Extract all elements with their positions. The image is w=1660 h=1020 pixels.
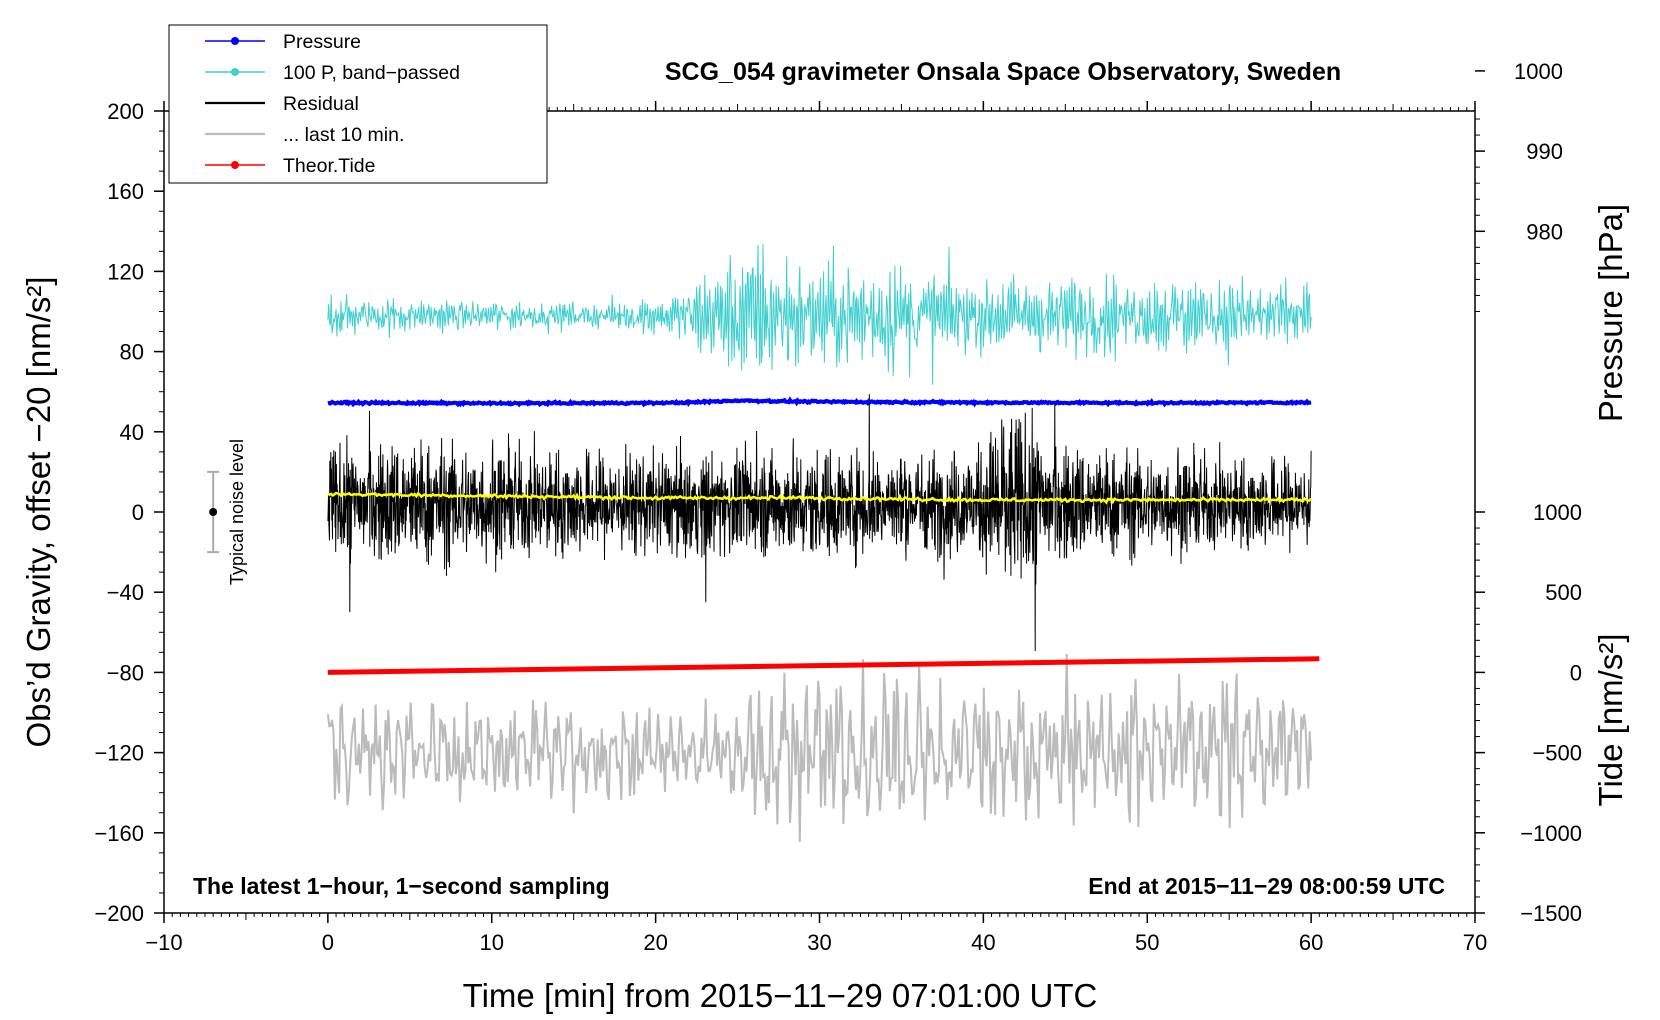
y-tick-label: −80 [107,660,144,685]
tide-tick-label: 0 [1570,660,1582,685]
legend-label: ... last 10 min. [283,124,404,146]
annotation-sampling: The latest 1−hour, 1−second sampling [193,873,610,899]
y-axis-label-tide: Tide [nm/s²] [1592,634,1629,807]
tide-tick-label: −1500 [1520,901,1582,926]
series-layer [326,243,1320,843]
legend-marker [231,68,239,76]
x-tick-label: 50 [1135,930,1159,955]
tide-tick-label: −1000 [1520,821,1582,846]
y-tick-label: 40 [120,420,144,445]
pressure-tick-label: 990 [1526,139,1563,164]
x-axis-label: Time [min] from 2015−11−29 07:01:00 UTC [463,977,1098,1014]
pressure-tick-label: 1000 [1514,59,1563,84]
y-axis-label-left: Obs’d Gravity, offset −20 [nm/s²] [20,276,57,747]
x-tick-label: 60 [1299,930,1323,955]
y-tick-label: 160 [107,179,144,204]
y-tick-label: −120 [94,741,144,766]
legend: Pressure 100 P, band−passed Residual ... la… [168,24,548,184]
series-theoretical-tide [327,656,1320,675]
y-tick-label: 200 [107,99,144,124]
noise-bar: Typical noise level [207,439,247,585]
y-tick-label: 0 [132,500,144,525]
noise-bar-label: Typical noise level [227,439,247,585]
x-tick-label: 30 [807,930,831,955]
x-tick-label: 0 [322,930,334,955]
legend-label: Residual [283,93,359,115]
tide-tick-label: 500 [1545,580,1582,605]
annotation-end-time: End at 2015−11−29 08:00:59 UTC [1088,873,1445,899]
series-gray-trace [326,653,1313,843]
x-tick-label: 20 [643,930,667,955]
legend-marker [231,161,239,169]
pressure-tick-label: 980 [1526,219,1563,244]
pressure-tick-label: 1010 [1514,0,1563,4]
legend-label: 100 P, band−passed [283,62,460,84]
y-tick-label: 120 [107,259,144,284]
x-tick-label: 10 [480,930,504,955]
y-tick-label: 80 [120,340,144,365]
series-pressure [327,396,1312,408]
tide-tick-label: −500 [1532,741,1582,766]
y-tick-label: −200 [94,901,144,926]
noise-bar-dot [209,508,218,516]
series-smoothed [327,491,1312,505]
tide-tick-label: 1000 [1533,500,1582,525]
x-tick-label: 40 [971,930,995,955]
series-band-passed-pressure [327,243,1312,385]
y-axis-label-pressure: Pressure [hPa] [1592,204,1629,422]
legend-label: Theor.Tide [283,155,376,177]
series-residual [327,394,1312,652]
legend-label: Pressure [283,31,361,53]
chart-title: SCG_054 gravimeter Onsala Space Observat… [665,58,1341,86]
x-tick-label: −10 [145,930,182,955]
y-tick-label: −160 [94,821,144,846]
y-tick-label: −40 [107,580,144,605]
legend-marker [231,37,239,45]
x-tick-label: 70 [1463,930,1487,955]
